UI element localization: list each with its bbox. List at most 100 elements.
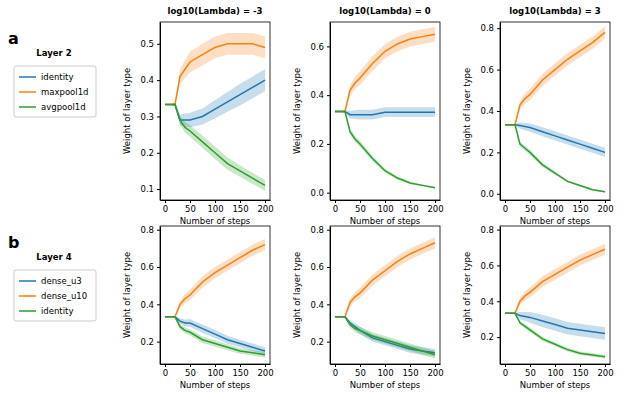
y-axis: 0.20.40.60.8: [140, 225, 160, 365]
x-axis-title: Number of steps: [180, 216, 251, 226]
std-band: [335, 316, 435, 359]
panel: 0501001502000.20.40.60.8Number of stepsW…: [292, 225, 444, 390]
legend-box: [14, 270, 96, 321]
x-tick: 150: [572, 200, 588, 214]
y-tick-mark: [327, 342, 330, 343]
y-tick-label: 0.6: [310, 42, 324, 52]
x-tick-label: 100: [547, 204, 563, 214]
y-tick-mark: [157, 304, 160, 305]
y-tick: 0.8: [140, 225, 160, 235]
y-tick-label: 0.2: [310, 337, 324, 347]
x-tick-label: 50: [185, 204, 196, 214]
x-tick: 100: [547, 200, 563, 214]
x-tick-mark: [165, 364, 166, 367]
y-tick-mark: [157, 80, 160, 81]
x-tick: 50: [355, 364, 366, 378]
legend-entry: identity: [41, 72, 73, 82]
std-band: [165, 316, 265, 358]
x-tick-label: 100: [207, 204, 223, 214]
y-tick: 0.6: [310, 42, 330, 52]
x-tick-label: 100: [377, 204, 393, 214]
y-tick: 0.4: [140, 300, 160, 310]
x-tick-label: 0: [333, 368, 338, 378]
x-tick: 50: [525, 364, 536, 378]
x-tick: 50: [525, 200, 536, 214]
x-tick-mark: [530, 200, 531, 203]
y-axis-title: Weight of layer type: [122, 68, 132, 154]
y-tick: 0.1: [140, 184, 160, 194]
x-tick: 50: [355, 200, 366, 214]
x-tick: 0: [503, 200, 508, 214]
x-axis: 0 50 100 150 200: [331, 364, 444, 378]
x-tick: 0: [503, 364, 508, 378]
y-tick-label: 0.8: [480, 23, 494, 33]
x-tick-label: 150: [402, 204, 418, 214]
y-tick: 0.2: [480, 332, 500, 342]
series-line: [505, 249, 605, 313]
x-tick: 200: [427, 364, 443, 378]
x-tick-mark: [265, 200, 266, 203]
legend-swatch: [19, 76, 36, 78]
std-band: [505, 244, 605, 314]
x-tick: 100: [377, 364, 393, 378]
y-tick: 0.4: [480, 106, 500, 116]
y-tick-label: 0.8: [310, 225, 324, 235]
std-band: [505, 26, 605, 126]
legend-box: [14, 66, 96, 117]
y-tick-mark: [497, 301, 500, 302]
y-axis: 0.20.40.60.8: [480, 225, 500, 365]
x-tick-label: 100: [377, 368, 393, 378]
y-tick: 0.6: [480, 261, 500, 271]
x-tick-mark: [215, 200, 216, 203]
x-tick-mark: [555, 364, 556, 367]
y-tick-mark: [327, 193, 330, 194]
std-band: [165, 33, 265, 106]
x-tick: 200: [257, 200, 273, 214]
x-tick: 150: [232, 364, 248, 378]
y-axis-line: [160, 227, 161, 365]
frame: [330, 226, 440, 364]
y-tick-label: 0.2: [140, 337, 154, 347]
y-tick-label: 0.2: [140, 148, 154, 158]
x-tick-mark: [360, 200, 361, 203]
x-tick-label: 200: [257, 204, 273, 214]
x-tick: 150: [402, 364, 418, 378]
x-tick-label: 150: [232, 368, 248, 378]
y-tick: 0.6: [310, 262, 330, 272]
x-tick-mark: [555, 200, 556, 203]
legend-swatch: [19, 295, 36, 297]
y-tick-mark: [157, 116, 160, 117]
y-axis: 0.00.20.40.60.8: [480, 23, 500, 201]
x-tick: 0: [163, 364, 168, 378]
y-tick: 0.4: [310, 90, 330, 100]
x-tick: 200: [427, 200, 443, 214]
x-tick-label: 50: [525, 204, 536, 214]
y-tick-mark: [327, 230, 330, 231]
figure: 0501001502000.10.20.30.40.5Number of ste…: [0, 0, 640, 393]
series-line: [165, 80, 265, 120]
y-tick-label: 0.4: [480, 106, 494, 116]
x-axis-title: Number of steps: [520, 380, 591, 390]
x-tick-label: 200: [597, 204, 613, 214]
y-tick-mark: [497, 265, 500, 266]
x-tick: 50: [185, 364, 196, 378]
series-line: [335, 317, 435, 355]
legend: Layer 4dense_u3dense_u10identity: [14, 252, 96, 321]
y-tick-mark: [327, 95, 330, 96]
y-tick: 0.4: [140, 75, 160, 85]
x-axis-title: Number of steps: [180, 380, 251, 390]
legend: Layer 2identitymaxpool1davgpool1d: [14, 48, 96, 117]
y-tick-label: 0.4: [310, 300, 324, 310]
series-line: [165, 317, 265, 355]
x-tick-label: 100: [547, 368, 563, 378]
x-tick-mark: [410, 364, 411, 367]
legend-entry: avgpool1d: [41, 102, 86, 112]
panel: 0501001502000.20.40.60.8Number of stepsW…: [462, 225, 614, 390]
legend-title: Layer 4: [36, 252, 71, 262]
std-band: [505, 312, 605, 358]
std-band: [505, 312, 605, 340]
legend-swatch: [19, 106, 36, 108]
std-band: [335, 27, 435, 113]
x-axis: 050100150200: [161, 200, 274, 214]
y-tick: 0.2: [140, 337, 160, 347]
